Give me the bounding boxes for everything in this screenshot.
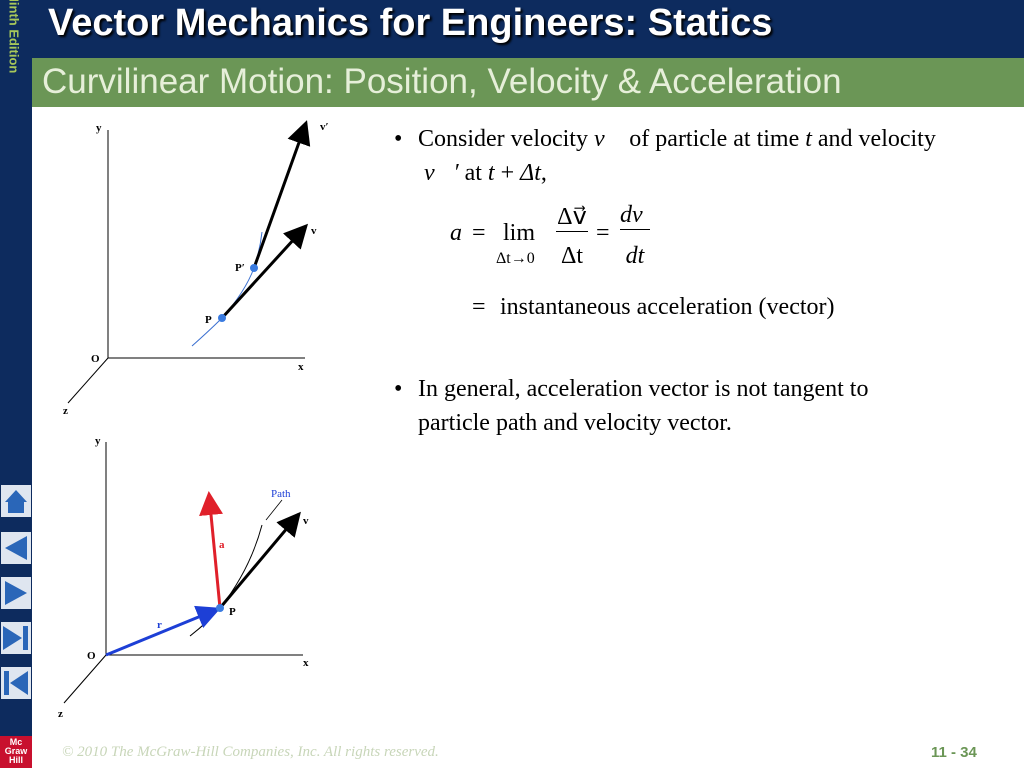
- nav-return[interactable]: [1, 667, 31, 699]
- acceleration-arrow: [199, 491, 223, 609]
- equation-numerator: Δv⃗: [556, 204, 588, 232]
- equation-meaning: instantaneous acceleration (vector): [500, 294, 835, 320]
- bullet-marker: •: [394, 126, 403, 152]
- label: y: [95, 435, 101, 447]
- label: a: [219, 539, 225, 551]
- text: Δt: [520, 160, 541, 186]
- bullet-text: Consider velocity v⃗ of particle at time…: [418, 126, 936, 153]
- label: r: [157, 619, 162, 631]
- path-curve: [189, 524, 263, 637]
- logo: Mc Graw Hill: [0, 736, 32, 768]
- axes-top: [67, 130, 305, 404]
- label: y: [96, 122, 102, 134]
- equation-eq: =: [472, 220, 486, 246]
- equation-lim-sub: Δt→0: [496, 250, 535, 267]
- label: z: [63, 405, 68, 417]
- page-number: 11 - 34: [931, 744, 977, 761]
- label: z: [58, 708, 63, 720]
- equation-numerator: dv⃗: [620, 202, 662, 230]
- path-curve: [191, 231, 263, 347]
- label: Path: [271, 488, 291, 500]
- equation-eq: =: [596, 220, 610, 246]
- equation-lim: lim: [503, 220, 536, 246]
- label: v: [303, 515, 309, 527]
- label: x: [298, 361, 304, 373]
- velocity-prime-arrow: [252, 120, 311, 269]
- header-bar: [0, 0, 1024, 58]
- equation-lhs: a⃗: [450, 220, 481, 246]
- path-leader: [265, 499, 283, 521]
- nav-back[interactable]: [1, 532, 31, 564]
- point-p: [218, 314, 226, 322]
- equation-denominator: Δt: [560, 243, 584, 269]
- label: P: [229, 606, 236, 618]
- label: O: [91, 353, 100, 365]
- label: P: [205, 314, 212, 326]
- equation-denominator: dt: [625, 243, 645, 269]
- text: v⃗: [593, 126, 624, 152]
- label: v: [311, 225, 317, 237]
- velocity-arrow: [220, 223, 309, 320]
- subtitle: Curvilinear Motion: Position, Velocity &…: [42, 62, 842, 101]
- text: Consider velocity: [418, 126, 594, 152]
- subtitle-band: [32, 58, 1024, 107]
- title: Vector Mechanics for Engineers: Statics: [48, 2, 773, 44]
- axes-bottom: [63, 442, 303, 704]
- point-p: [216, 604, 224, 612]
- text: at: [458, 160, 488, 186]
- point-p-prime: [250, 264, 258, 272]
- position-arrow: [105, 605, 221, 657]
- label: v′: [320, 121, 329, 133]
- bullet-marker: •: [394, 376, 403, 402]
- copyright: © 2010 The McGraw-Hill Companies, Inc. A…: [62, 744, 439, 760]
- text: t: [805, 126, 812, 152]
- nav-home[interactable]: [1, 485, 31, 517]
- bullet-text: particle path and velocity vector.: [418, 410, 732, 436]
- text: and velocity: [811, 126, 936, 152]
- nav-end[interactable]: [1, 622, 31, 654]
- bullet-text: In general, acceleration vector is not t…: [418, 376, 869, 402]
- velocity-arrow: [218, 511, 301, 609]
- nav-forward[interactable]: [1, 577, 31, 609]
- text: ,: [540, 160, 547, 186]
- bullet-text: v⃗′ at t + Δt,: [424, 160, 547, 187]
- label: x: [303, 657, 309, 669]
- label: O: [87, 650, 96, 662]
- text: t: [487, 160, 495, 186]
- label: P′: [235, 262, 245, 274]
- equation-eq: =: [472, 294, 486, 320]
- text: +: [494, 160, 521, 186]
- text: of particle at time: [623, 126, 806, 152]
- text: v⃗′: [424, 160, 459, 186]
